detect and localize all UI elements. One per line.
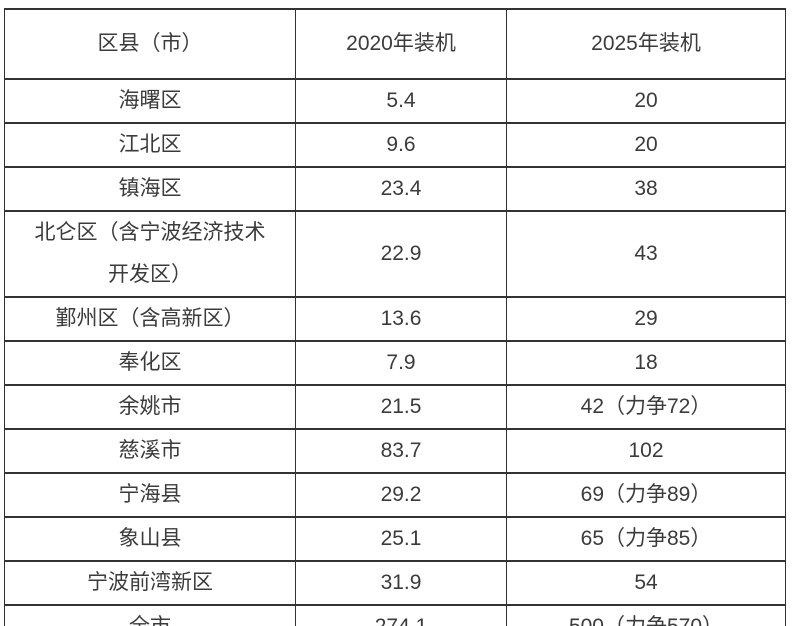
table-row: 全市 274.1 500（力争570） [4,604,786,626]
table-row: 镇海区 23.4 38 [4,166,786,212]
header-row: 区县（市） 2020年装机 2025年装机 [4,8,786,80]
district-name-cell: 宁海县 [4,472,296,518]
capacity-2025-cell: 102 [506,428,786,474]
capacity-2020-cell: 31.9 [295,560,507,606]
capacity-2020-cell: 25.1 [295,516,507,562]
capacity-2020-cell: 9.6 [295,122,507,168]
district-name-cell: 奉化区 [4,340,296,386]
capacity-2025-cell: 20 [506,122,786,168]
capacity-table: 区县（市） 2020年装机 2025年装机 海曙区 5.4 20 江北区 9.6… [4,8,786,626]
capacity-2020-cell: 23.4 [295,166,507,212]
capacity-2025-cell: 20 [506,78,786,124]
capacity-2020-cell: 5.4 [295,78,507,124]
table-row: 象山县 25.1 65（力争85） [4,516,786,562]
capacity-2020-cell: 274.1 [295,604,507,626]
capacity-2020-cell: 29.2 [295,472,507,518]
capacity-2020-cell: 13.6 [295,296,507,342]
col-header-2020-capacity: 2020年装机 [295,8,507,80]
capacity-2025-cell: 500（力争570） [506,604,786,626]
table-row: 海曙区 5.4 20 [4,78,786,124]
capacity-2020-cell: 83.7 [295,428,507,474]
district-name-cell: 慈溪市 [4,428,296,474]
capacity-2020-cell: 22.9 [295,210,507,298]
district-name-cell: 宁波前湾新区 [4,560,296,606]
col-header-2025-capacity: 2025年装机 [506,8,786,80]
col-header-district: 区县（市） [4,8,296,80]
capacity-2025-cell: 42（力争72） [506,384,786,430]
district-name-cell: 江北区 [4,122,296,168]
table-row: 鄞州区（含高新区） 13.6 29 [4,296,786,342]
capacity-2020-cell: 7.9 [295,340,507,386]
table-body: 海曙区 5.4 20 江北区 9.6 20 镇海区 23.4 38 北仑区（含宁… [4,78,786,626]
capacity-2020-cell: 21.5 [295,384,507,430]
capacity-2025-cell: 29 [506,296,786,342]
district-name-cell: 鄞州区（含高新区） [4,296,296,342]
district-name-cell: 余姚市 [4,384,296,430]
capacity-2025-cell: 18 [506,340,786,386]
district-name-cell: 全市 [4,604,296,626]
capacity-2025-cell: 54 [506,560,786,606]
table-row: 慈溪市 83.7 102 [4,428,786,474]
district-name-cell: 海曙区 [4,78,296,124]
table-row: 江北区 9.6 20 [4,122,786,168]
table-row: 奉化区 7.9 18 [4,340,786,386]
table-row: 余姚市 21.5 42（力争72） [4,384,786,430]
district-name-cell: 北仑区（含宁波经济技术 开发区） [4,210,296,298]
capacity-2025-cell: 43 [506,210,786,298]
district-name-cell: 象山县 [4,516,296,562]
district-name-cell: 镇海区 [4,166,296,212]
table-row: 宁海县 29.2 69（力争89） [4,472,786,518]
capacity-2025-cell: 65（力争85） [506,516,786,562]
capacity-2025-cell: 69（力争89） [506,472,786,518]
table-row: 宁波前湾新区 31.9 54 [4,560,786,606]
table-row: 北仑区（含宁波经济技术 开发区） 22.9 43 [4,210,786,298]
capacity-2025-cell: 38 [506,166,786,212]
